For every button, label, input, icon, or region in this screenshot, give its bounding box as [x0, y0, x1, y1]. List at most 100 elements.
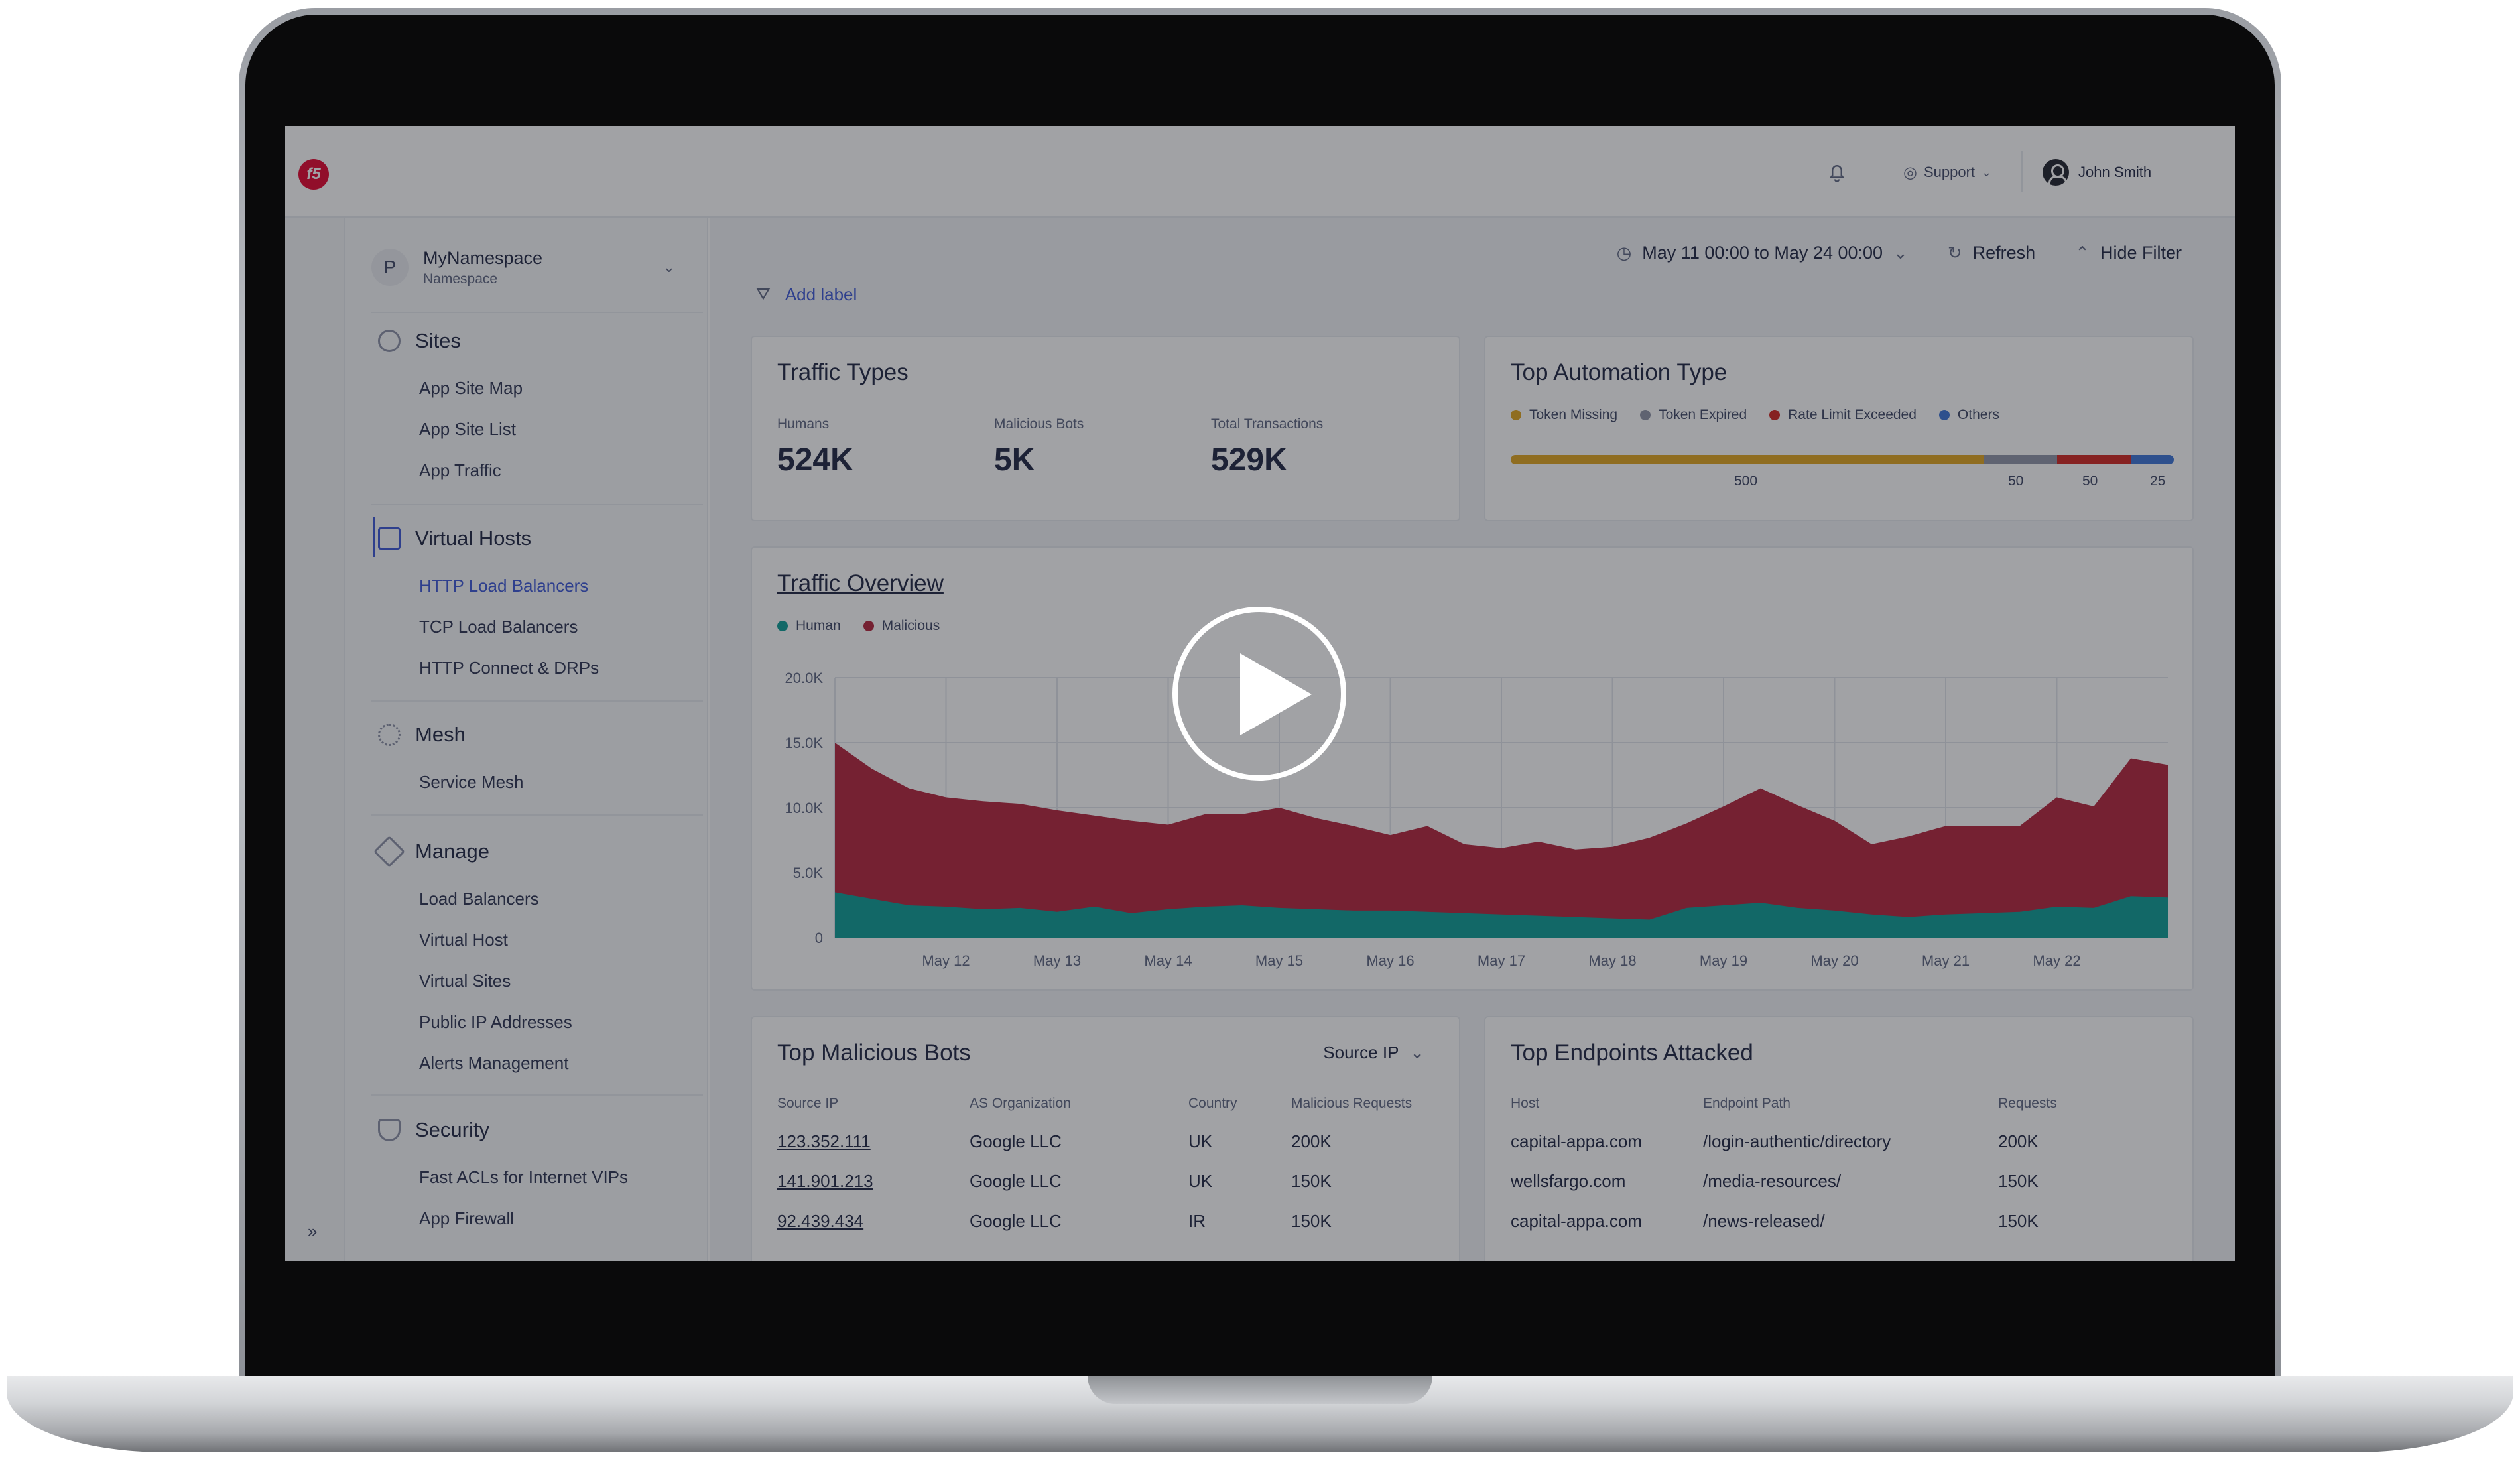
refresh-button[interactable]: ↻ Refresh: [1948, 243, 2035, 263]
hide-filter-button[interactable]: ⌃ Hide Filter: [2075, 243, 2182, 263]
chevron-down-icon: ⌄: [1982, 165, 1992, 179]
user-name: John Smith: [2078, 164, 2152, 180]
bar-value-label: 500: [1734, 474, 1758, 489]
bar-segment-rate-limit: [2057, 455, 2131, 464]
divider: [371, 312, 703, 313]
namespace-name: MyNamespace: [423, 247, 543, 268]
stat-total-transactions: Total Transactions 529K: [1211, 416, 1323, 478]
bar-value-label: 50: [2082, 474, 2098, 489]
divider: [371, 814, 703, 816]
divider: [371, 1094, 703, 1096]
card-title: Top Endpoints Attacked: [1511, 1040, 1753, 1066]
filter-bar: ◷ May 11 00:00 to May 24 00:00 ⌄ ↻ Refre…: [1617, 243, 2182, 263]
y-tick-label: 5.0K: [793, 865, 824, 881]
card-title: Traffic Types: [777, 359, 909, 385]
source-ip-dropdown[interactable]: Source IP ⌄: [1323, 1043, 1424, 1063]
section-title: Sites: [415, 329, 461, 352]
laptop-notch: [1088, 1376, 1432, 1404]
series-area-malicious: [835, 743, 2168, 938]
add-label-button[interactable]: ⛛ Add label: [756, 284, 857, 305]
bar-value-label: 50: [2008, 474, 2024, 489]
table-cell: wellsfargo.com: [1511, 1171, 1626, 1191]
x-tick-label: May 19: [1700, 952, 1747, 969]
user-avatar-icon: [2043, 159, 2069, 186]
table-cell-link[interactable]: 123.352.111: [777, 1131, 871, 1151]
section-security[interactable]: Security: [378, 1118, 489, 1142]
sidebar-item-public-ip-addresses[interactable]: Public IP Addresses: [419, 1012, 572, 1032]
sidebar-item-alerts-management[interactable]: Alerts Management: [419, 1053, 569, 1073]
section-title: Manage: [415, 840, 490, 863]
automation-legend: Token Missing Token Expired Rate Limit E…: [1511, 407, 1999, 423]
stat-value: 529K: [1211, 442, 1287, 477]
sidebar-item-load-balancers[interactable]: Load Balancers: [419, 889, 539, 909]
table-cell-link[interactable]: 141.901.213: [777, 1171, 873, 1191]
namespace-selector[interactable]: P MyNamespace Namespace ⌄: [371, 231, 690, 304]
series-area-human: [835, 892, 2168, 938]
chevron-down-icon: ⌄: [662, 259, 675, 275]
refresh-icon: ↻: [1947, 243, 1962, 263]
endpoints-card: Top Endpoints Attacked Host Endpoint Path…: [1484, 1016, 2194, 1261]
section-mesh[interactable]: Mesh: [378, 723, 466, 747]
card-title: Top Malicious Bots: [777, 1040, 971, 1066]
divider: [371, 504, 703, 505]
support-menu[interactable]: ◎ Support ⌄: [1903, 160, 1991, 184]
table-cell: 150K: [1998, 1171, 2039, 1191]
section-manage[interactable]: Manage: [373, 835, 490, 868]
section-title: Virtual Hosts: [415, 527, 532, 550]
table-cell: /media-resources/: [1703, 1171, 1842, 1191]
table-cell: 200K: [1998, 1131, 2039, 1151]
section-virtual-hosts[interactable]: Virtual Hosts: [378, 527, 531, 550]
stat-humans: Humans 524K: [777, 416, 853, 478]
sidebar: P MyNamespace Namespace ⌄ Sites App Site…: [345, 218, 739, 1261]
legend-item: Token Expired: [1640, 407, 1747, 423]
sidebar-item-app-site-list[interactable]: App Site List: [419, 419, 516, 439]
section-sites[interactable]: Sites: [378, 329, 461, 353]
legend-item-malicious[interactable]: Malicious: [863, 618, 940, 634]
sidebar-item-fast-acls[interactable]: Fast ACLs for Internet VIPs: [419, 1167, 629, 1187]
table-cell: Google LLC: [970, 1131, 1062, 1151]
legend-item-human[interactable]: Human: [777, 618, 841, 634]
x-tick-label: May 12: [922, 952, 970, 969]
table-cell-link[interactable]: 92.439.434: [777, 1211, 864, 1231]
sidebar-item-virtual-sites[interactable]: Virtual Sites: [419, 971, 511, 991]
sidebar-item-http-connect-drps[interactable]: HTTP Connect & DRPs: [419, 658, 599, 678]
bar-segment-token-missing: [1511, 455, 1984, 464]
table-cell: capital-appa.com: [1511, 1211, 1642, 1231]
x-tick-label: May 16: [1366, 952, 1414, 969]
legend-item: Token Missing: [1511, 407, 1617, 423]
x-tick-label: May 14: [1144, 952, 1192, 969]
notification-bell-icon[interactable]: [1825, 160, 1849, 184]
support-label: Support: [1923, 164, 1976, 180]
table-header: Source IP: [777, 1096, 839, 1111]
date-range-label: May 11 00:00 to May 24 00:00: [1642, 243, 1883, 263]
sidebar-item-virtual-host[interactable]: Virtual Host: [419, 930, 508, 950]
table-header: Host: [1511, 1096, 1540, 1111]
sidebar-item-app-traffic[interactable]: App Traffic: [419, 460, 501, 480]
stat-value: 5K: [994, 442, 1035, 477]
chart-title[interactable]: Traffic Overview: [777, 570, 944, 596]
chevron-down-icon: ⌄: [1410, 1043, 1424, 1062]
chevron-up-icon: ⌃: [2075, 243, 2090, 263]
sidebar-item-tcp-load-balancers[interactable]: TCP Load Balancers: [419, 617, 578, 637]
sidebar-item-service-mesh[interactable]: Service Mesh: [419, 772, 524, 792]
top-bar: f5 ◎ Support ⌄ John Smith: [285, 126, 2235, 218]
f5-logo-icon[interactable]: f5: [298, 159, 329, 190]
table-cell: capital-appa.com: [1511, 1131, 1642, 1151]
dropdown-value: Source IP: [1323, 1043, 1399, 1062]
table-header: Requests: [1998, 1096, 2057, 1111]
filter-icon: ⛛: [756, 284, 771, 304]
table-cell: UK: [1188, 1171, 1213, 1191]
main-content: ◷ May 11 00:00 to May 24 00:00 ⌄ ↻ Refre…: [710, 218, 2235, 1261]
play-video-button[interactable]: [1172, 607, 1346, 781]
sidebar-item-app-site-map[interactable]: App Site Map: [419, 378, 523, 398]
table-cell: 150K: [1291, 1171, 1332, 1191]
user-menu[interactable]: John Smith: [2043, 159, 2151, 186]
sidebar-item-http-load-balancers[interactable]: HTTP Load Balancers: [419, 576, 589, 596]
section-title: Mesh: [415, 723, 466, 746]
y-tick-label: 15.0K: [785, 735, 824, 751]
sidebar-item-app-firewall[interactable]: App Firewall: [419, 1208, 515, 1228]
date-range-picker[interactable]: ◷ May 11 00:00 to May 24 00:00 ⌄: [1617, 243, 1908, 263]
x-tick-label: May 13: [1033, 952, 1081, 969]
chart-legend: Human Malicious: [777, 618, 940, 634]
expand-sidebar-icon[interactable]: »: [308, 1221, 318, 1241]
